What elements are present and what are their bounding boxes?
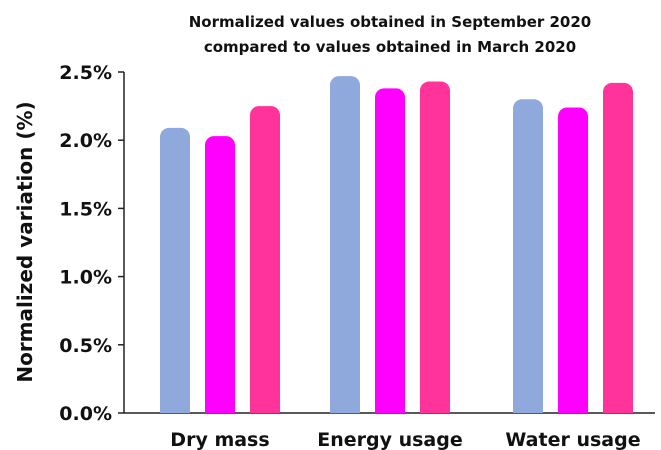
bar-group	[513, 82, 633, 414]
x-tick-label: Energy usage	[317, 429, 463, 450]
chart-title: Normalized values obtained in September …	[189, 13, 592, 56]
y-tick-label: 1.0%	[59, 267, 112, 289]
bar-base	[603, 403, 633, 413]
bar	[375, 88, 405, 414]
bar-base	[250, 403, 280, 413]
y-tick-label: 0.0%	[59, 403, 112, 425]
x-ticks: Dry mass Energy usage Water usage	[170, 429, 640, 450]
y-ticks: 0.0% 0.5% 1.0% 1.5% 2.0% 2.5%	[59, 62, 124, 425]
bar-base	[330, 403, 360, 413]
bar-base	[160, 403, 190, 413]
x-tick-label: Dry mass	[170, 429, 269, 450]
bar	[513, 99, 543, 413]
bars	[160, 76, 633, 414]
bar-base	[420, 403, 450, 413]
bar	[558, 107, 588, 414]
bar-group	[160, 106, 280, 413]
x-tick-label: Water usage	[505, 429, 640, 450]
bar-base	[558, 403, 588, 413]
bar-base	[205, 403, 235, 413]
chart-title-line-2: compared to values obtained in March 202…	[204, 38, 576, 56]
y-tick-label: 2.0%	[59, 130, 112, 152]
y-tick-label: 2.5%	[59, 62, 112, 84]
bar	[603, 82, 633, 414]
bar-base	[375, 403, 405, 413]
bar	[420, 81, 450, 413]
y-tick-label: 1.5%	[59, 198, 112, 220]
y-tick-label: 0.5%	[59, 335, 112, 357]
chart-title-line-1: Normalized values obtained in September …	[189, 13, 592, 31]
bar	[160, 127, 190, 413]
bar	[330, 76, 360, 413]
bar	[205, 136, 235, 413]
bar-group	[330, 76, 450, 414]
bar-base	[513, 403, 543, 413]
bar	[250, 106, 280, 413]
y-axis-label: Normalized variation (%)	[13, 101, 37, 382]
